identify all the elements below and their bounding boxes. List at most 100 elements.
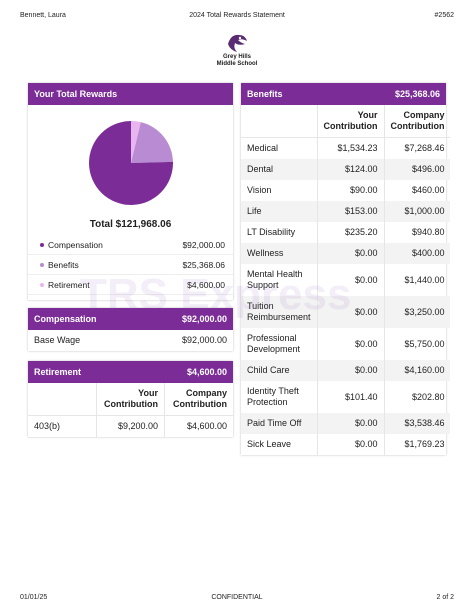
compensation-table: Base Wage $92,000.00 bbox=[28, 330, 233, 351]
table-row: Professional Development $0.00 $5,750.00 bbox=[241, 328, 451, 360]
table-row: Dental $124.00 $496.00 bbox=[241, 159, 451, 180]
compensation-panel: Compensation $92,000.00 Base Wage $92,000.… bbox=[28, 308, 233, 351]
amount-cell: $460.00 bbox=[383, 180, 451, 201]
pie-slice bbox=[131, 121, 141, 163]
amount-cell: $0.00 bbox=[316, 360, 384, 381]
statement-title: 2024 Total Rewards Statement bbox=[189, 12, 285, 19]
amount-cell: $496.00 bbox=[383, 159, 451, 180]
label-cell: Paid Time Off bbox=[241, 413, 318, 434]
employee-name: Bennett, Laura bbox=[20, 12, 66, 19]
footer-date: 01/01/25 bbox=[20, 594, 48, 601]
table-row: Identity Theft Protection $101.40 $202.80 bbox=[241, 381, 451, 413]
logo-line: Grey Hills bbox=[222, 54, 251, 60]
panel-title: Benefits bbox=[247, 89, 283, 99]
amount-cell: $5,750.00 bbox=[383, 328, 451, 360]
pie-chart bbox=[89, 121, 173, 205]
label-cell: LT Disability bbox=[247, 227, 296, 237]
table-row: Child Care $0.00 $4,160.00 bbox=[241, 360, 451, 381]
legend-label: Compensation bbox=[40, 240, 103, 250]
amount-cell: $90.00 bbox=[316, 180, 384, 201]
amount-cell: $0.00 bbox=[316, 296, 384, 328]
header-cell: Your Contribution bbox=[316, 105, 384, 138]
table-row: Vision $90.00 $460.00 bbox=[241, 180, 451, 201]
footer-page: 2 of 2 bbox=[436, 594, 454, 601]
legend-row: Benefits $25,368.06 bbox=[28, 255, 233, 275]
header-cell bbox=[28, 383, 97, 416]
retirement-table: Your Contribution Company Contribution 403… bbox=[28, 383, 233, 437]
benefits-panel: Benefits $25,368.06 Your Contribution Comp… bbox=[241, 83, 451, 455]
amount-cell: $3,250.00 bbox=[383, 296, 451, 328]
amount-cell: $3,538.46 bbox=[383, 413, 451, 434]
label-cell: Professional Development bbox=[247, 333, 301, 354]
total-rewards-panel: Your Total Rewards Total $121,968.06 Com… bbox=[28, 83, 233, 300]
amount-cell: $92,000.00 bbox=[181, 335, 227, 345]
panel-header: Compensation $92,000.00 bbox=[28, 308, 233, 330]
statement-id: #2562 bbox=[434, 12, 454, 19]
amount-cell: $124.00 bbox=[316, 159, 384, 180]
pie-slice bbox=[89, 121, 173, 205]
amount-cell: $0.00 bbox=[316, 413, 384, 434]
table-row: LT Disability $235.20 $940.80 bbox=[241, 222, 451, 243]
legend-name: Retirement bbox=[48, 279, 90, 290]
benefits-table: Your Contribution Company Contribution Med… bbox=[241, 105, 451, 455]
amount-cell: $4,160.00 bbox=[383, 360, 451, 381]
amount-cell: $1,769.23 bbox=[383, 434, 451, 455]
total: Total $121,968.06 bbox=[89, 219, 172, 230]
panel-header: Benefits $25,368.06 bbox=[241, 83, 446, 105]
panel-title: Compensation bbox=[34, 314, 97, 324]
pie-slice bbox=[131, 122, 173, 163]
label-cell: Dental bbox=[241, 159, 318, 180]
footer-label: CONFIDENTIAL bbox=[211, 594, 263, 601]
header-row: Your Contribution Company Contribution bbox=[241, 105, 451, 138]
label-cell: Medical bbox=[247, 143, 279, 153]
amount-cell: $9,200.00 bbox=[96, 415, 165, 437]
retirement-panel: Retirement $4,600.00 Your Contribution Com… bbox=[28, 361, 233, 437]
header-cell: Your Contribution bbox=[96, 383, 165, 416]
label-cell: Sick Leave bbox=[247, 439, 292, 449]
amount-cell: $0.00 bbox=[316, 434, 384, 455]
label-cell: Vision bbox=[247, 185, 272, 195]
amount-cell: $7,268.46 bbox=[383, 137, 451, 159]
header-cell bbox=[241, 105, 318, 138]
legend-bullet bbox=[40, 283, 44, 288]
label-cell: Tuition Reimbursement bbox=[241, 296, 318, 328]
legend-amount: $4,600.00 bbox=[187, 279, 225, 290]
header-cell: Company Contribution bbox=[164, 383, 233, 416]
amount-cell: $940.80 bbox=[383, 222, 451, 243]
table-row: 403(b) $9,200.00 $4,600.00 bbox=[28, 415, 233, 437]
amount-cell: $0.00 bbox=[316, 328, 384, 360]
panel-total: $25,368.06 bbox=[394, 89, 440, 99]
table-row: Medical $1,534.23 $7,268.46 bbox=[241, 137, 451, 159]
legend-row: Retirement $4,600.00 bbox=[28, 275, 233, 295]
panel-header: Retirement $4,600.00 bbox=[28, 361, 233, 383]
logo-line: Middle School bbox=[216, 61, 258, 67]
legend: Compensation $92,000.00 Benefits $25,368.06… bbox=[28, 235, 233, 295]
amount-cell: $4,600.00 bbox=[164, 415, 233, 437]
legend-name: Benefits bbox=[48, 259, 79, 270]
header-cell: Company Contribution bbox=[383, 105, 451, 138]
table-row: Tuition Reimbursement $0.00 $3,250.00 bbox=[241, 296, 451, 328]
label-cell: Identity Theft Protection bbox=[247, 386, 299, 407]
legend-bullet bbox=[40, 243, 44, 248]
legend-label: Benefits bbox=[40, 260, 79, 270]
amount-cell: $101.40 bbox=[316, 381, 384, 413]
table-row: Base Wage $92,000.00 bbox=[28, 330, 233, 351]
label-cell: 403(b) bbox=[34, 421, 61, 431]
amount-cell: $1,440.00 bbox=[383, 264, 451, 296]
label-cell: Wellness bbox=[241, 243, 318, 264]
panel-header: Your Total Rewards bbox=[28, 83, 233, 105]
label-cell: Mental Health Support bbox=[247, 269, 303, 290]
panel-title: Retirement bbox=[34, 367, 82, 377]
amount-cell: $0.00 bbox=[316, 243, 384, 264]
amount-cell: $400.00 bbox=[383, 243, 451, 264]
table-row: Sick Leave $0.00 $1,769.23 bbox=[241, 434, 451, 455]
panel-total: $4,600.00 bbox=[186, 367, 227, 377]
amount-cell: $1,000.00 bbox=[383, 201, 451, 222]
label-cell: Base Wage bbox=[34, 335, 81, 345]
amount-cell: $235.20 bbox=[316, 222, 384, 243]
legend-label: Retirement bbox=[40, 280, 90, 290]
table-row: Wellness $0.00 $400.00 bbox=[241, 243, 451, 264]
table-row: Mental Health Support $0.00 $1,440.00 bbox=[241, 264, 451, 296]
legend-bullet bbox=[40, 263, 44, 268]
